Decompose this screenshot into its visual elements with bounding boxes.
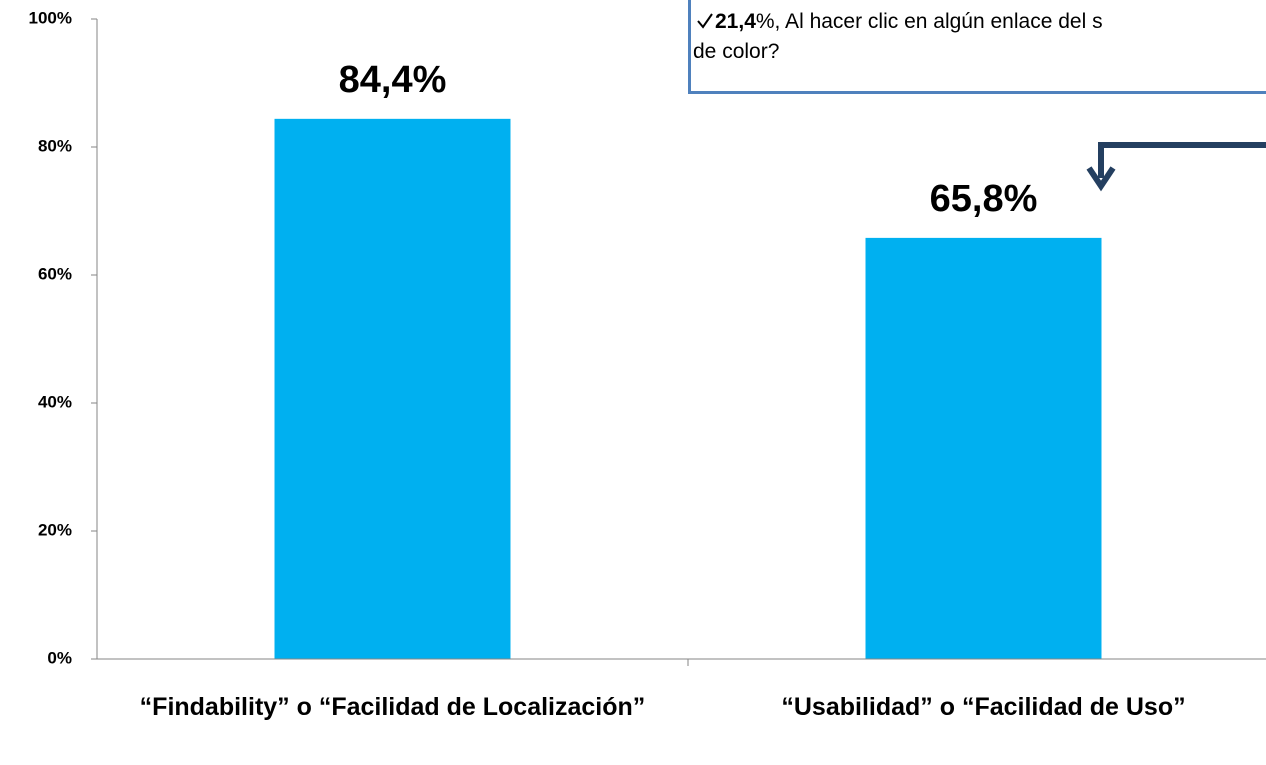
check-icon — [697, 13, 713, 29]
arrow — [1098, 142, 1266, 178]
annotation-bold: 21,4 — [715, 10, 756, 33]
annotation-box: 21,4%, Al hacer clic en algún enlace del… — [688, 0, 1266, 94]
y-tick-label: 80% — [38, 136, 72, 155]
bar — [274, 118, 511, 660]
data-label: 84,4% — [339, 59, 447, 101]
annotation-line: 21,4%, Al hacer clic en algún enlace del… — [715, 7, 1266, 37]
y-tick-label: 100% — [29, 8, 72, 27]
y-tick-label: 20% — [38, 520, 72, 539]
x-tick-label: “Usabilidad” o “Facilidad de Uso” — [781, 693, 1186, 721]
y-tick-label: 40% — [38, 392, 72, 411]
y-tick-label: 0% — [47, 648, 72, 667]
data-label: 65,8% — [930, 178, 1038, 220]
y-tick-label: 60% — [38, 264, 72, 283]
x-tick-label: “Findability” o “Facilidad de Localizaci… — [139, 693, 646, 721]
bar — [865, 237, 1102, 659]
annotation-line: de color? — [693, 40, 780, 63]
annotation-text: %, Al hacer clic en algún enlace del s — [755, 10, 1103, 33]
arrow-head — [1086, 166, 1116, 192]
